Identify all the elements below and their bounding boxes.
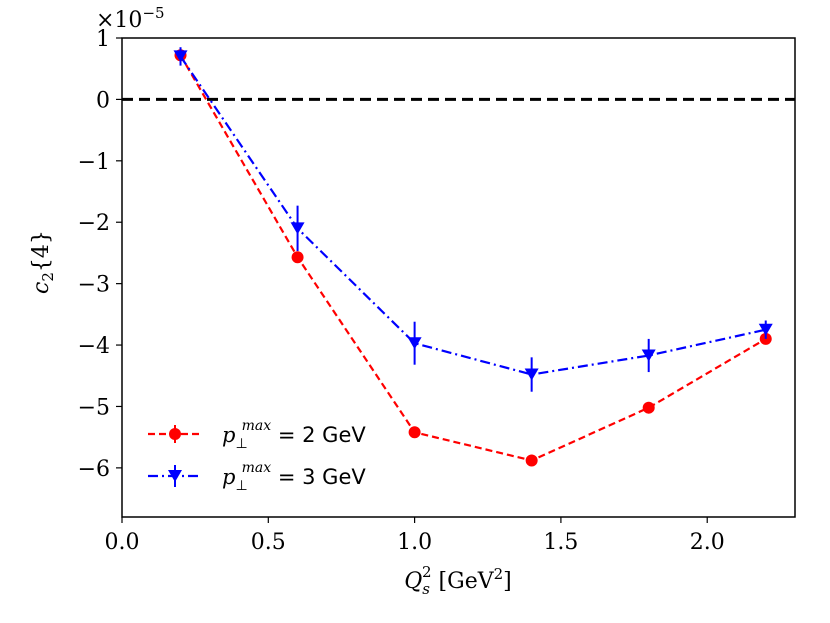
data-point [173, 50, 188, 63]
svg-text:p⊥max = 3 GeV: p⊥max = 3 GeV [222, 460, 366, 494]
y-tick-label: −2 [78, 211, 110, 236]
svg-text:p⊥max = 2 GeV: p⊥max = 2 GeV [222, 418, 366, 452]
x-tick-label: 0.0 [105, 530, 140, 555]
legend-entry-series-2: p⊥max = 3 GeV [148, 460, 366, 494]
y-axis-label: c2{4} [29, 230, 57, 294]
data-point [291, 251, 304, 264]
x-axis-label: Qs2 [GeV2] [404, 563, 512, 598]
data-point [524, 368, 539, 381]
legend-marker-triangle [168, 470, 182, 482]
x-tick-label: 1.5 [543, 530, 578, 555]
y-tick-label: 0 [96, 88, 110, 113]
y-tick-label: −6 [78, 457, 110, 482]
legend-entry-series-1: p⊥max = 2 GeV [148, 418, 366, 452]
y-tick-label: −5 [78, 395, 110, 420]
y-tick-label: −3 [78, 273, 110, 298]
y-tick-label: −4 [78, 334, 110, 359]
legend: p⊥max = 2 GeV p⊥max = 3 GeV [148, 418, 366, 494]
series-line [179, 54, 767, 462]
data-point [525, 454, 538, 467]
data-point [407, 337, 422, 350]
series-2 [173, 47, 773, 392]
legend-marker-circle [169, 428, 181, 440]
data-point [408, 426, 421, 439]
y-multiplier-exponent: −5 [142, 4, 164, 22]
x-tick-label: 2.0 [690, 530, 725, 555]
y-tick-label: 1 [96, 27, 110, 52]
x-tick-label: 1.0 [397, 530, 432, 555]
y-multiplier: ×10−5 [96, 4, 165, 33]
data-point [641, 349, 656, 362]
data-point [642, 401, 655, 414]
plot-frame [121, 37, 796, 518]
data-point [290, 222, 305, 235]
y-tick-label: −1 [78, 150, 110, 175]
x-tick-label: 0.5 [251, 530, 286, 555]
data-point [758, 323, 773, 336]
